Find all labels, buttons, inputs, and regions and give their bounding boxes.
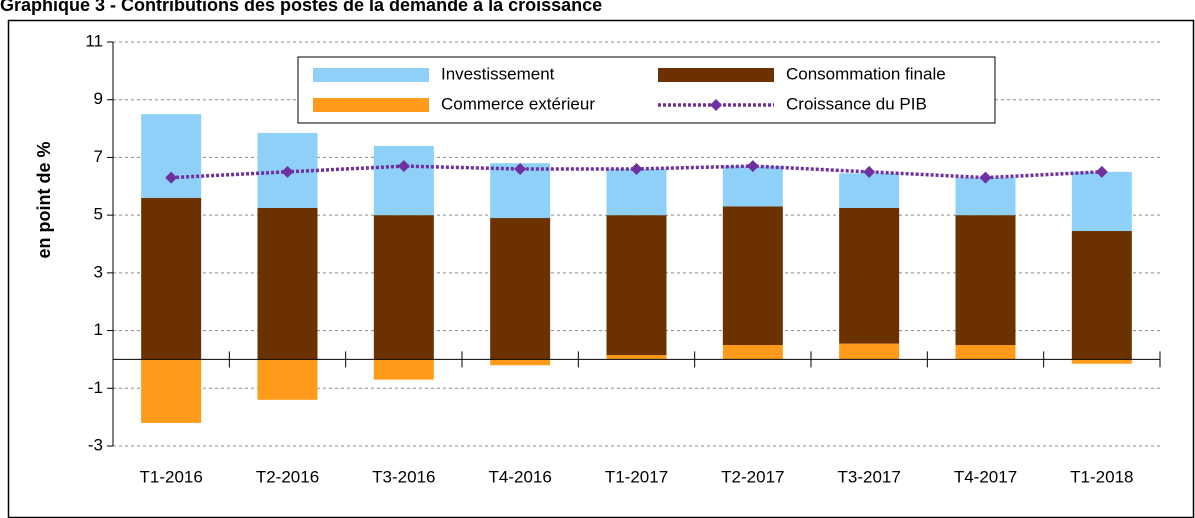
bar: [490, 359, 551, 366]
y-tick-label: -1: [88, 378, 103, 397]
bar: [257, 207, 318, 360]
y-tick-label: 7: [94, 147, 103, 166]
legend-swatch: [313, 68, 429, 82]
y-tick-label: -3: [88, 435, 103, 454]
bar: [606, 168, 667, 216]
bar: [839, 343, 900, 360]
bar: [722, 206, 783, 345]
bar: [490, 218, 551, 360]
chart-title: Graphique 3 - Contributions des postes d…: [0, 0, 602, 15]
bar: [1071, 359, 1132, 364]
line-marker: [397, 160, 410, 173]
legend-swatch: [658, 68, 774, 82]
x-tick-label: T1-2018: [1070, 467, 1133, 486]
bar: [955, 215, 1016, 345]
legend-label: Investissement: [441, 64, 555, 83]
x-tick-label: T4-2017: [954, 467, 1017, 486]
bar: [839, 173, 900, 208]
x-tick-label: T4-2016: [489, 467, 552, 486]
line-marker: [630, 162, 643, 175]
x-tick-label: T3-2017: [838, 467, 901, 486]
bar: [373, 145, 434, 216]
line-marker: [1095, 165, 1108, 178]
bar: [141, 197, 202, 360]
x-tick-label: T1-2016: [140, 467, 203, 486]
x-tick-label: T2-2017: [721, 467, 784, 486]
bar: [955, 345, 1016, 360]
bar: [257, 359, 318, 400]
line-marker: [165, 171, 178, 184]
x-tick-label: T2-2016: [256, 467, 319, 486]
bar: [373, 215, 434, 360]
legend-label: Consommation finale: [786, 64, 946, 83]
legend-marker: [710, 99, 722, 111]
bar: [606, 355, 667, 360]
y-tick-label: 1: [94, 320, 103, 339]
line-marker: [746, 160, 759, 173]
bar: [1071, 231, 1132, 360]
line-marker: [863, 165, 876, 178]
y-tick-label: 3: [94, 262, 103, 281]
x-tick-label: T1-2017: [605, 467, 668, 486]
y-tick-label: 11: [85, 31, 103, 50]
legend-swatch: [313, 98, 429, 112]
bar: [141, 359, 202, 423]
bar: [955, 177, 1016, 216]
y-axis-label: en point de %: [34, 142, 54, 259]
bar: [839, 207, 900, 344]
legend: Investissement Consommation finale Commerc…: [297, 56, 996, 124]
line-marker: [514, 162, 527, 175]
bar: [606, 215, 667, 356]
bar: [722, 345, 783, 360]
y-tick-label: 5: [94, 205, 103, 224]
bar: [141, 114, 202, 198]
y-tick-label: 9: [94, 89, 103, 108]
legend-label: Croissance du PIB: [786, 94, 927, 113]
line-marker: [281, 165, 294, 178]
x-tick-label: T3-2016: [372, 467, 435, 486]
legend-label: Commerce extérieur: [441, 94, 595, 113]
bar: [373, 359, 434, 380]
bar: [722, 166, 783, 207]
bar: [1071, 171, 1132, 232]
line-marker: [979, 171, 992, 184]
